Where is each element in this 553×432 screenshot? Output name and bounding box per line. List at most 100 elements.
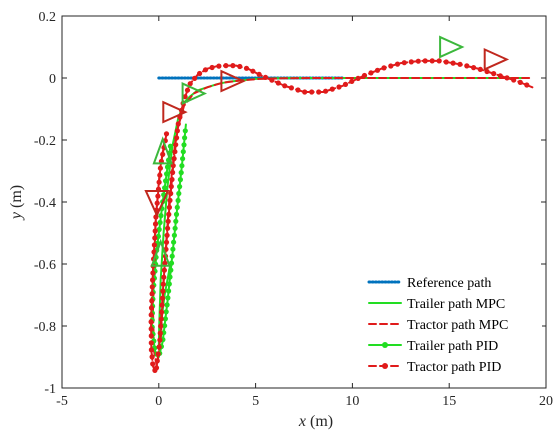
series-3-marker-60 — [180, 149, 186, 155]
series-3-marker-50 — [173, 218, 179, 224]
series-3-marker-38 — [164, 302, 170, 308]
series-3-marker-41 — [166, 281, 172, 287]
series-3-marker-0 — [167, 143, 173, 149]
series-4-marker-35 — [153, 365, 160, 371]
series-4-marker-89 — [269, 77, 275, 83]
y-tick-label-6: 0.2 — [39, 10, 57, 25]
series-4-marker-15 — [152, 235, 158, 241]
series-3-marker-54 — [176, 190, 182, 197]
series-4-marker-125 — [511, 77, 517, 83]
series-3-marker-47 — [171, 239, 177, 245]
series-4-marker-111 — [415, 58, 421, 64]
legend-label-1: Trailer path MPC — [407, 297, 505, 312]
y-tick-label-5: 0 — [49, 72, 56, 87]
vehicle-triangle-6 — [152, 136, 173, 165]
series-4-marker-59 — [167, 197, 173, 203]
series-3-marker-57 — [178, 170, 184, 176]
series-4-marker-24 — [149, 298, 155, 304]
series-4-marker-50 — [162, 260, 168, 266]
series-4-marker-126 — [517, 79, 523, 85]
series-4-marker-46 — [160, 288, 166, 294]
series-3-marker-63 — [182, 128, 188, 134]
series-4-marker-79 — [202, 67, 209, 73]
series-4-marker-84 — [237, 63, 243, 70]
vehicle-triangle-7 — [162, 100, 188, 124]
y-axis-label: y (m) — [8, 185, 25, 221]
series-4-marker-56 — [165, 218, 171, 224]
series-4-marker-3 — [160, 151, 166, 157]
series-4-marker-30 — [148, 340, 154, 346]
series-3-marker-42 — [167, 274, 173, 280]
series-4-marker-100 — [342, 81, 349, 87]
series-4-marker-58 — [166, 204, 172, 210]
x-tick-label-4: 15 — [442, 394, 456, 409]
series-4-marker-122 — [491, 71, 497, 77]
series-4-marker-83 — [230, 63, 236, 69]
series-4-marker-57 — [166, 211, 172, 217]
series-3-marker-5 — [163, 178, 169, 184]
series-4-marker-78 — [197, 70, 203, 77]
series-4-marker-90 — [275, 80, 281, 86]
legend-marker-4 — [382, 363, 388, 369]
series-4-marker-88 — [262, 74, 269, 80]
series-4-marker-110 — [408, 59, 414, 65]
x-tick-label-0: -5 — [56, 394, 68, 409]
series-4-marker-109 — [401, 60, 407, 66]
y-tick-label-3: -0.4 — [34, 196, 56, 211]
series-4-marker-70 — [175, 121, 181, 127]
series-4-marker-75 — [184, 87, 191, 93]
series-4-marker-42 — [158, 316, 164, 322]
series-3-marker-40 — [166, 288, 172, 294]
vehicle-triangle-4 — [144, 190, 170, 218]
series-3-marker-35 — [162, 323, 168, 329]
series-3-marker-3 — [164, 164, 171, 170]
legend-label-4: Tractor path PID — [407, 360, 501, 375]
series-4-marker-67 — [173, 142, 179, 148]
legend-label-0: Reference path — [407, 276, 491, 291]
series-4-marker-21 — [150, 277, 156, 283]
series-3-marker-55 — [177, 184, 183, 190]
series-4-marker-53 — [163, 239, 170, 245]
series-4-marker-77 — [192, 75, 198, 81]
series-4-marker-66 — [172, 149, 178, 155]
series-4-marker-127 — [524, 82, 530, 88]
series-4-marker-22 — [149, 284, 155, 290]
series-4-marker-116 — [450, 60, 456, 66]
series-4-marker-16 — [151, 242, 157, 248]
series-4-marker-31 — [148, 347, 154, 353]
series-4-marker-123 — [497, 73, 503, 79]
series-4-marker-43 — [159, 309, 165, 315]
series-4-marker-0 — [163, 131, 170, 137]
series-4-marker-26 — [148, 312, 154, 318]
series-4-marker-62 — [169, 176, 175, 183]
y-tick-label-0: -1 — [44, 382, 56, 397]
y-tick-label-1: -0.8 — [34, 320, 56, 335]
series-4-marker-119 — [471, 65, 477, 71]
x-tick-label-5: 20 — [539, 394, 553, 409]
series-4-marker-76 — [187, 81, 193, 87]
series-4-marker-5 — [157, 165, 163, 171]
series-4-marker-40 — [157, 330, 163, 336]
series-4-marker-87 — [256, 71, 262, 77]
series-4-marker-92 — [288, 85, 294, 91]
x-axis-label: x (m) — [298, 413, 333, 430]
series-4-marker-107 — [388, 63, 394, 69]
series-4-marker-14 — [152, 228, 158, 234]
series-3-marker-4 — [164, 171, 170, 177]
series-3-marker-12 — [156, 226, 162, 233]
series-4-marker-54 — [164, 232, 170, 238]
series-4-marker-23 — [149, 291, 155, 297]
series-3-marker-39 — [165, 295, 171, 301]
series-4-marker-13 — [152, 221, 159, 227]
vehicle-triangle-3 — [220, 69, 246, 93]
y-tick-label-2: -0.6 — [34, 258, 56, 273]
series-4-marker-93 — [295, 87, 301, 93]
series-4-marker-121 — [484, 68, 490, 75]
series-4-marker-20 — [150, 270, 156, 276]
y-tick-label-4: -0.2 — [34, 134, 56, 149]
x-tick-label-1: 0 — [155, 394, 162, 409]
series-4-marker-48 — [161, 274, 167, 280]
series-4-marker-28 — [148, 326, 154, 332]
legend-box — [365, 270, 542, 383]
series-3-marker-36 — [162, 316, 168, 322]
